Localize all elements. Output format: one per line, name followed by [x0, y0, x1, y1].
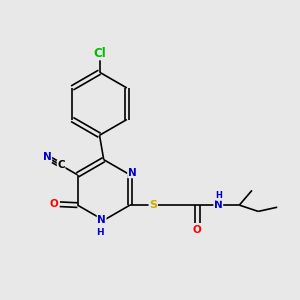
Text: N: N	[43, 152, 52, 162]
Text: O: O	[193, 225, 202, 235]
Text: Cl: Cl	[93, 47, 106, 60]
Text: N: N	[214, 200, 223, 210]
Text: H: H	[216, 191, 223, 200]
Text: H: H	[97, 227, 104, 236]
Text: N: N	[97, 215, 106, 225]
Text: S: S	[149, 200, 157, 210]
Text: N: N	[128, 168, 136, 178]
Text: O: O	[49, 199, 58, 209]
Text: C: C	[57, 160, 65, 170]
